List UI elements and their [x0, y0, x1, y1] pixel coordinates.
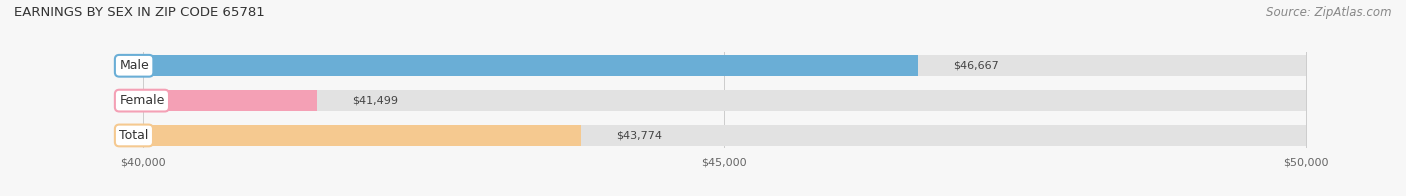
Bar [142, 125, 1306, 146]
Text: $43,774: $43,774 [616, 131, 662, 141]
Bar [142, 90, 316, 111]
Text: $41,499: $41,499 [352, 96, 398, 106]
Text: $46,667: $46,667 [953, 61, 998, 71]
Text: Female: Female [120, 94, 165, 107]
Text: Source: ZipAtlas.com: Source: ZipAtlas.com [1267, 6, 1392, 19]
Text: Total: Total [120, 129, 149, 142]
Text: Male: Male [120, 59, 149, 72]
Bar [142, 55, 1306, 76]
Bar [142, 125, 582, 146]
Text: EARNINGS BY SEX IN ZIP CODE 65781: EARNINGS BY SEX IN ZIP CODE 65781 [14, 6, 264, 19]
Bar [142, 90, 1306, 111]
Bar [142, 55, 918, 76]
